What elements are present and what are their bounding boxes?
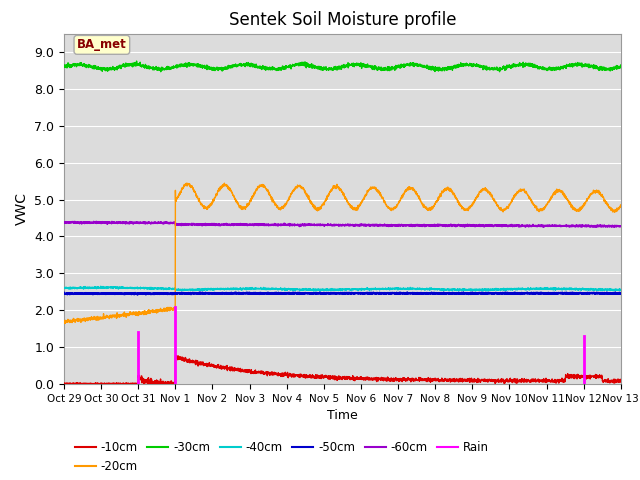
- Title: Sentek Soil Moisture profile: Sentek Soil Moisture profile: [228, 11, 456, 29]
- Y-axis label: VWC: VWC: [15, 192, 29, 225]
- Text: BA_met: BA_met: [77, 38, 127, 51]
- X-axis label: Time: Time: [327, 409, 358, 422]
- Legend: -10cm, -20cm, -30cm, -40cm, -50cm, -60cm, Rain: -10cm, -20cm, -30cm, -40cm, -50cm, -60cm…: [70, 437, 494, 478]
